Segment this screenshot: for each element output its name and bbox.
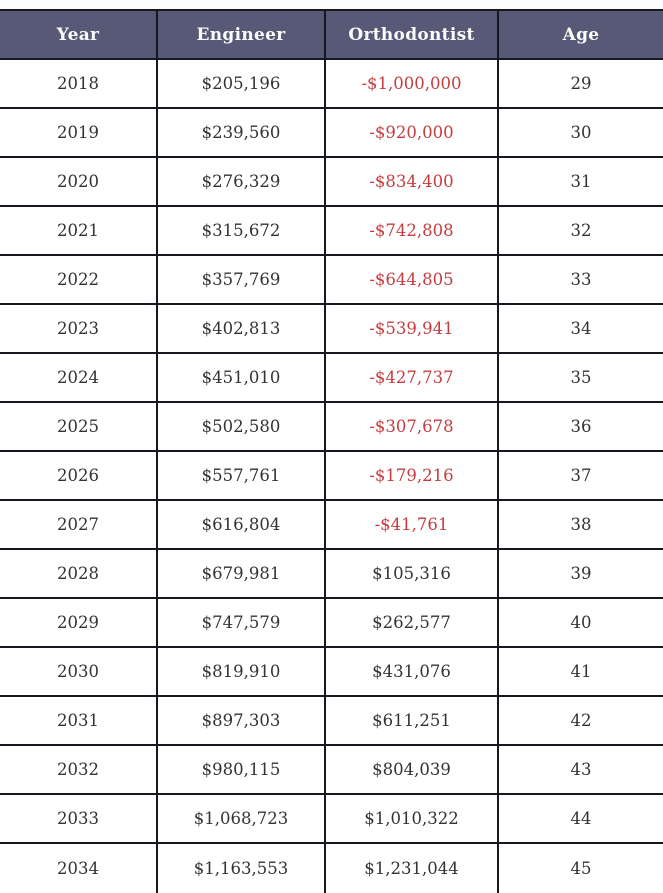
cell-engineer: $616,804 — [157, 500, 326, 550]
cell-year: 2018 — [0, 59, 158, 109]
table-row: 2029 $747,579 $262,577 40 — [0, 598, 663, 648]
table-header: Year Engineer Orthodontist Age — [0, 10, 663, 60]
cell-year: 2029 — [0, 598, 158, 648]
cell-age: 42 — [498, 696, 663, 746]
table-row: 2027 $616,804 -$41,761 38 — [0, 500, 663, 550]
cell-orthodontist: $105,316 — [325, 549, 499, 599]
table-row: 2024 $451,010 -$427,737 35 — [0, 353, 663, 403]
header-row: Year Engineer Orthodontist Age — [0, 10, 663, 60]
cell-orthodontist: -$920,000 — [325, 108, 499, 158]
cell-year: 2025 — [0, 402, 158, 452]
cell-year: 2023 — [0, 304, 158, 354]
cell-year: 2032 — [0, 745, 158, 795]
cell-orthodontist: -$307,678 — [325, 402, 499, 452]
cell-age: 34 — [498, 304, 663, 354]
cell-engineer: $205,196 — [157, 59, 326, 109]
table-row: 2031 $897,303 $611,251 42 — [0, 696, 663, 746]
cell-year: 2026 — [0, 451, 158, 501]
cell-year: 2030 — [0, 647, 158, 697]
column-header-engineer: Engineer — [157, 10, 326, 60]
cell-age: 29 — [498, 59, 663, 109]
cell-orthodontist: $611,251 — [325, 696, 499, 746]
cell-age: 39 — [498, 549, 663, 599]
cell-orthodontist: -$539,941 — [325, 304, 499, 354]
cell-engineer: $1,068,723 — [157, 794, 326, 844]
cell-engineer: $239,560 — [157, 108, 326, 158]
table-row: 2020 $276,329 -$834,400 31 — [0, 157, 663, 207]
table-body: 2018 $205,196 -$1,000,000 29 2019 $239,5… — [0, 59, 663, 893]
cell-age: 33 — [498, 255, 663, 305]
table-row: 2023 $402,813 -$539,941 34 — [0, 304, 663, 354]
net-worth-comparison-table: Year Engineer Orthodontist Age 2018 $205… — [0, 9, 663, 893]
cell-engineer: $897,303 — [157, 696, 326, 746]
cell-engineer: $451,010 — [157, 353, 326, 403]
table-row: 2019 $239,560 -$920,000 30 — [0, 108, 663, 158]
table-row: 2026 $557,761 -$179,216 37 — [0, 451, 663, 501]
column-header-year: Year — [0, 10, 158, 60]
cell-orthodontist: -$644,805 — [325, 255, 499, 305]
cell-year: 2022 — [0, 255, 158, 305]
cell-age: 37 — [498, 451, 663, 501]
cell-orthodontist: -$41,761 — [325, 500, 499, 550]
cell-engineer: $980,115 — [157, 745, 326, 795]
cell-engineer: $1,163,553 — [157, 843, 326, 893]
table-row: 2021 $315,672 -$742,808 32 — [0, 206, 663, 256]
cell-orthodontist: -$834,400 — [325, 157, 499, 207]
cell-orthodontist: $262,577 — [325, 598, 499, 648]
cell-engineer: $402,813 — [157, 304, 326, 354]
table-row: 2022 $357,769 -$644,805 33 — [0, 255, 663, 305]
cell-orthodontist: -$1,000,000 — [325, 59, 499, 109]
cell-year: 2019 — [0, 108, 158, 158]
cell-engineer: $502,580 — [157, 402, 326, 452]
cell-age: 43 — [498, 745, 663, 795]
cell-engineer: $315,672 — [157, 206, 326, 256]
table-row: 2034 $1,163,553 $1,231,044 45 — [0, 843, 663, 893]
cell-age: 45 — [498, 843, 663, 893]
cell-age: 38 — [498, 500, 663, 550]
cell-orthodontist: $431,076 — [325, 647, 499, 697]
cell-engineer: $819,910 — [157, 647, 326, 697]
cell-age: 30 — [498, 108, 663, 158]
cell-year: 2020 — [0, 157, 158, 207]
cell-engineer: $747,579 — [157, 598, 326, 648]
cell-age: 40 — [498, 598, 663, 648]
table-row: 2028 $679,981 $105,316 39 — [0, 549, 663, 599]
cell-engineer: $357,769 — [157, 255, 326, 305]
column-header-age: Age — [498, 10, 663, 60]
cell-orthodontist: $1,010,322 — [325, 794, 499, 844]
cell-orthodontist: -$427,737 — [325, 353, 499, 403]
cell-year: 2031 — [0, 696, 158, 746]
cell-orthodontist: $804,039 — [325, 745, 499, 795]
cell-year: 2034 — [0, 843, 158, 893]
table-row: 2025 $502,580 -$307,678 36 — [0, 402, 663, 452]
cell-year: 2027 — [0, 500, 158, 550]
cell-year: 2024 — [0, 353, 158, 403]
cell-orthodontist: -$179,216 — [325, 451, 499, 501]
cell-year: 2033 — [0, 794, 158, 844]
table-row: 2030 $819,910 $431,076 41 — [0, 647, 663, 697]
column-header-orthodontist: Orthodontist — [325, 10, 499, 60]
table-row: 2018 $205,196 -$1,000,000 29 — [0, 59, 663, 109]
table-row: 2033 $1,068,723 $1,010,322 44 — [0, 794, 663, 844]
cell-age: 44 — [498, 794, 663, 844]
cell-age: 41 — [498, 647, 663, 697]
cell-orthodontist: -$742,808 — [325, 206, 499, 256]
cell-orthodontist: $1,231,044 — [325, 843, 499, 893]
cell-age: 32 — [498, 206, 663, 256]
cell-age: 35 — [498, 353, 663, 403]
cell-year: 2028 — [0, 549, 158, 599]
cell-year: 2021 — [0, 206, 158, 256]
cell-engineer: $557,761 — [157, 451, 326, 501]
top-margin — [0, 0, 663, 9]
cell-age: 31 — [498, 157, 663, 207]
cell-age: 36 — [498, 402, 663, 452]
cell-engineer: $276,329 — [157, 157, 326, 207]
table-row: 2032 $980,115 $804,039 43 — [0, 745, 663, 795]
cell-engineer: $679,981 — [157, 549, 326, 599]
